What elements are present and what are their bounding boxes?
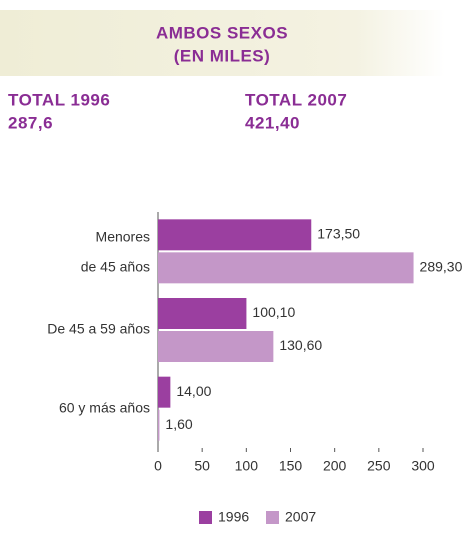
value-label: 130,60 bbox=[279, 337, 322, 353]
bar bbox=[158, 409, 160, 441]
x-tick-label: 100 bbox=[235, 458, 259, 474]
category-label: Menores de 45 años bbox=[81, 228, 150, 274]
x-tick-label: 200 bbox=[323, 458, 347, 474]
value-label: 100,10 bbox=[252, 304, 295, 320]
legend-swatch bbox=[266, 511, 279, 524]
category-label: 60 y más años bbox=[59, 399, 150, 415]
value-label: 289,30 bbox=[420, 259, 463, 275]
x-tick-label: 50 bbox=[194, 458, 210, 474]
x-tick-label: 300 bbox=[411, 458, 435, 474]
bar bbox=[158, 331, 274, 362]
bar bbox=[158, 219, 312, 251]
legend-label: 1996 bbox=[218, 509, 249, 525]
header-band bbox=[0, 10, 445, 76]
value-label: 173,50 bbox=[317, 226, 360, 242]
bar bbox=[158, 252, 414, 284]
value-label: 1,60 bbox=[165, 416, 192, 432]
title: AMBOS SEXOS bbox=[156, 23, 288, 42]
total-label: TOTAL 1996 bbox=[8, 90, 110, 109]
total-value: 287,6 bbox=[8, 113, 53, 132]
subtitle: (EN MILES) bbox=[174, 46, 271, 65]
x-tick-label: 0 bbox=[154, 458, 162, 474]
x-tick-label: 250 bbox=[367, 458, 391, 474]
bar bbox=[158, 376, 171, 408]
total-value: 421,40 bbox=[245, 113, 300, 132]
x-tick-label: 150 bbox=[279, 458, 303, 474]
category-label: De 45 a 59 años bbox=[47, 321, 150, 337]
total-label: TOTAL 2007 bbox=[245, 90, 347, 109]
legend-label: 2007 bbox=[285, 509, 316, 525]
value-label: 14,00 bbox=[176, 383, 211, 399]
legend-swatch bbox=[199, 511, 212, 524]
bar bbox=[158, 298, 247, 329]
